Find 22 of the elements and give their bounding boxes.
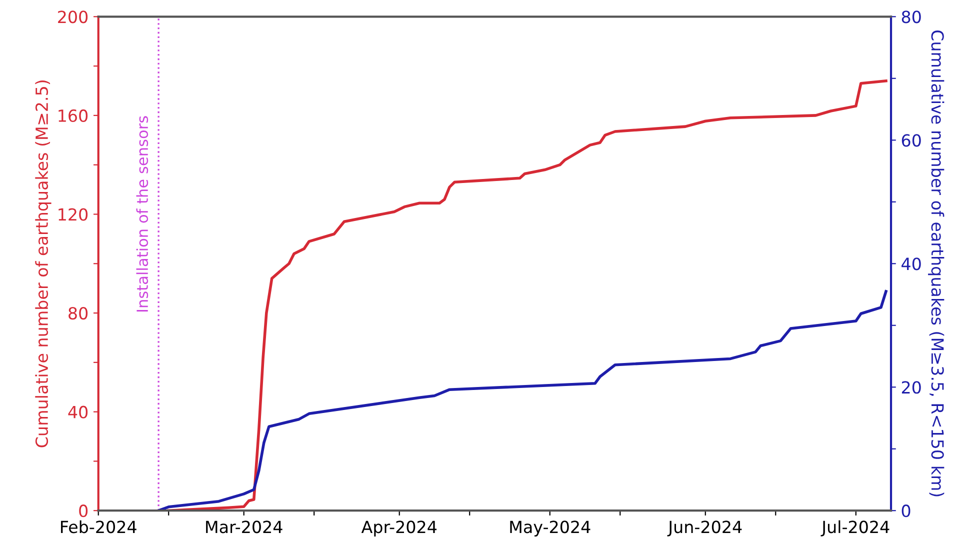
- x-tick-label: Mar-2024: [206, 520, 282, 534]
- y-tick-label: 40: [68, 406, 88, 418]
- x-tick-label: Jun-2024: [667, 520, 742, 536]
- y-tick-label: 160: [58, 109, 88, 122]
- y-tick-label: 0: [79, 504, 88, 518]
- y2-tick-label: 40: [902, 258, 921, 270]
- y-tick-label: 200: [58, 10, 88, 24]
- y2-axis-title: Cumulative number of earthquakes (M≥3.5, R<150 km): [928, 30, 944, 496]
- y2-tick-label: 20: [902, 381, 921, 394]
- line-series: [167, 79, 888, 511]
- y-axis-title: Cumulative number of earthquakes (M≥2.5): [35, 80, 52, 448]
- line-series: [157, 290, 888, 511]
- y2-tick-label: 80: [902, 10, 921, 24]
- x-tick-label: Feb-2024: [61, 520, 136, 534]
- y-tick-label: 80: [68, 306, 88, 320]
- x-tick-label: Jul-2024: [820, 520, 890, 536]
- y-tick-label: 120: [58, 208, 88, 221]
- x-tick-label: Apr-2024: [361, 520, 437, 536]
- y2-tick-label: 60: [902, 134, 921, 147]
- y2-tick-label: 0: [902, 504, 910, 518]
- x-tick-label: May-2024: [510, 520, 590, 536]
- ref-line-label: Installation of the sensors: [136, 116, 148, 312]
